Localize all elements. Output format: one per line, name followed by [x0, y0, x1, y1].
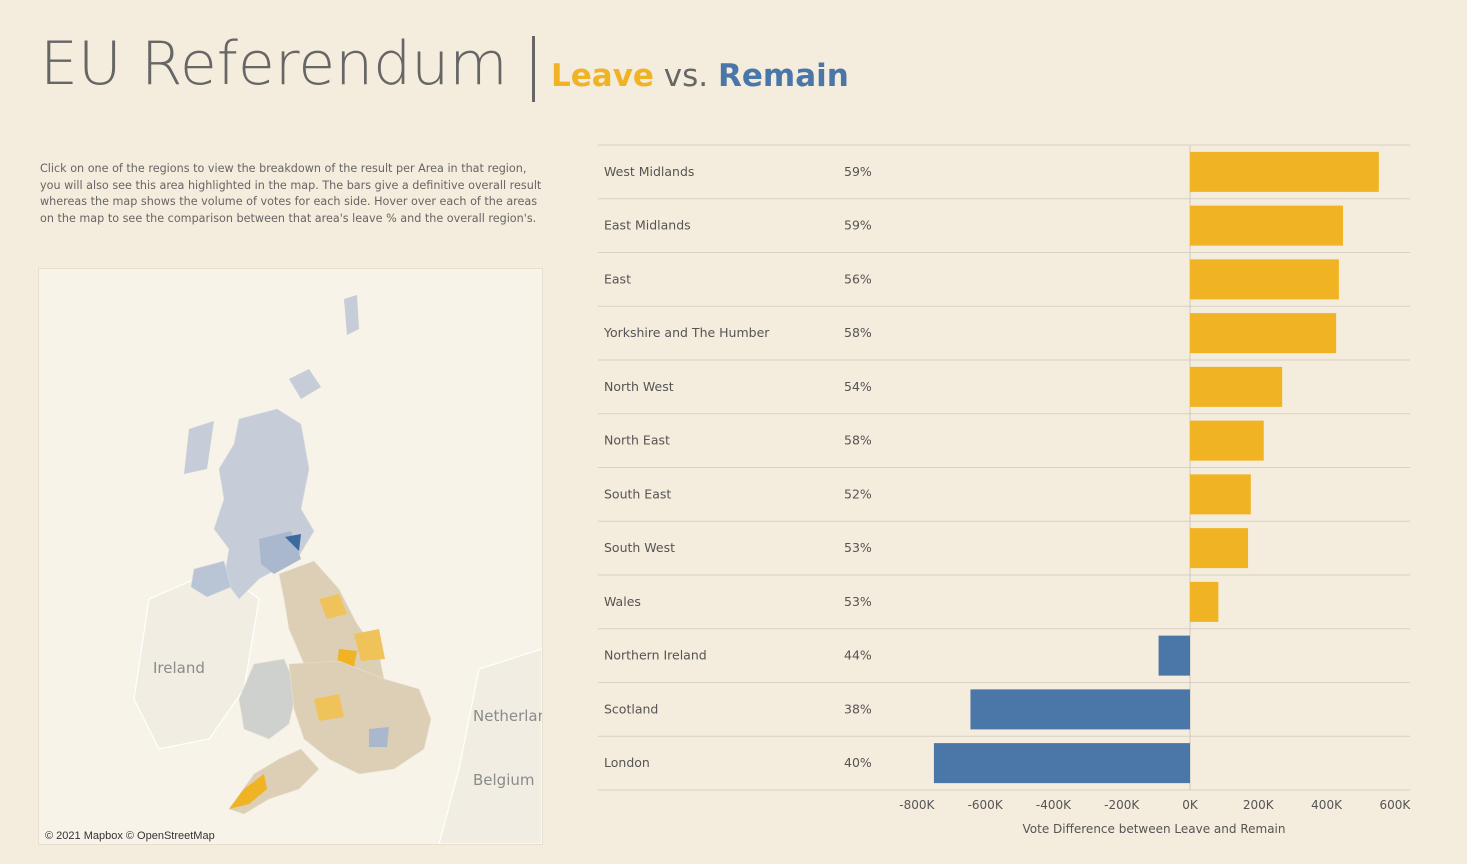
region-label[interactable]: Northern Ireland: [604, 648, 707, 663]
edinburgh-area[interactable]: [285, 534, 301, 551]
vs-label: vs.: [663, 58, 709, 94]
cornwall-area[interactable]: [229, 774, 267, 809]
vote-difference-bar[interactable]: [1190, 474, 1251, 515]
leave-percent-label: 59%: [844, 164, 872, 179]
wales-region[interactable]: [238, 658, 298, 740]
region-label[interactable]: Scotland: [604, 701, 658, 716]
leave-percent-label: 53%: [844, 540, 872, 555]
leave-percent-label: 38%: [844, 701, 872, 716]
shetland-region[interactable]: [344, 295, 359, 335]
leave-percent-label: 44%: [844, 648, 872, 663]
vote-difference-bar[interactable]: [1190, 366, 1283, 407]
region-label[interactable]: Yorkshire and The Humber: [603, 325, 770, 340]
ireland-map-label: Ireland: [153, 659, 205, 677]
map-attribution: © 2021 Mapbox © OpenStreetMap: [43, 830, 217, 842]
leave-percent-label: 52%: [844, 486, 872, 501]
leave-percent-label: 40%: [844, 755, 872, 770]
remain-label: Remain: [718, 58, 849, 94]
map-canvas[interactable]: Ireland Netherlan Belgium: [39, 269, 542, 844]
region-label[interactable]: South East: [604, 486, 671, 501]
vote-difference-bar[interactable]: [1158, 635, 1190, 676]
x-tick-label: -800K: [899, 798, 935, 812]
region-label[interactable]: West Midlands: [604, 164, 694, 179]
x-tick-label: 0K: [1182, 798, 1199, 812]
region-label[interactable]: South West: [604, 540, 675, 555]
netherlands-map-label: Netherlan: [473, 707, 542, 725]
region-label[interactable]: Wales: [604, 594, 641, 609]
vote-difference-bar[interactable]: [933, 743, 1190, 784]
leave-percent-label: 54%: [844, 379, 872, 394]
vote-difference-bar[interactable]: [1190, 528, 1249, 569]
x-tick-label: 200K: [1243, 798, 1275, 812]
x-axis-title: Vote Difference between Leave and Remain: [1023, 822, 1286, 836]
west-midlands-area[interactable]: [314, 694, 344, 721]
yorkshire-area[interactable]: [354, 629, 385, 661]
vote-difference-bar[interactable]: [1190, 259, 1339, 300]
vote-difference-bar[interactable]: [1190, 205, 1343, 246]
orkney-region[interactable]: [289, 369, 321, 399]
vote-difference-bar[interactable]: [1190, 581, 1219, 622]
vote-difference-bar[interactable]: [1190, 313, 1337, 354]
continent-landmass: [438, 648, 542, 844]
london-area[interactable]: [369, 727, 389, 747]
page-subtitle: Leave vs. Remain: [551, 56, 849, 96]
leave-percent-label: 58%: [844, 325, 872, 340]
instructions-text: Click on one of the regions to view the …: [40, 162, 542, 225]
region-label[interactable]: East Midlands: [604, 218, 691, 233]
page-title: EU Referendum: [40, 29, 508, 99]
leave-percent-label: 58%: [844, 433, 872, 448]
vote-difference-bar[interactable]: [1190, 420, 1264, 461]
leave-percent-label: 56%: [844, 271, 872, 286]
x-tick-label: -200K: [1104, 798, 1140, 812]
x-tick-label: 400K: [1311, 798, 1343, 812]
region-label[interactable]: North West: [604, 379, 674, 394]
region-label[interactable]: North East: [604, 433, 670, 448]
midlands-region[interactable]: [288, 660, 432, 775]
vote-difference-bar[interactable]: [970, 689, 1190, 730]
northern-ireland-region[interactable]: [190, 560, 232, 598]
leave-label: Leave: [551, 58, 654, 94]
region-label[interactable]: London: [604, 755, 650, 770]
leave-percent-label: 59%: [844, 218, 872, 233]
outer-hebrides-region[interactable]: [184, 421, 214, 474]
north-east-area[interactable]: [319, 594, 347, 619]
uk-map[interactable]: Ireland Netherlan Belgium © 2021 Mapbox …: [38, 268, 543, 845]
vote-difference-bar[interactable]: [1190, 151, 1379, 192]
belgium-map-label: Belgium: [473, 771, 535, 789]
leave-percent-label: 53%: [844, 594, 872, 609]
x-tick-label: -400K: [1036, 798, 1072, 812]
region-label[interactable]: East: [604, 271, 631, 286]
x-tick-label: 600K: [1379, 798, 1411, 812]
x-tick-label: -600K: [968, 798, 1004, 812]
title-divider: [532, 36, 535, 102]
